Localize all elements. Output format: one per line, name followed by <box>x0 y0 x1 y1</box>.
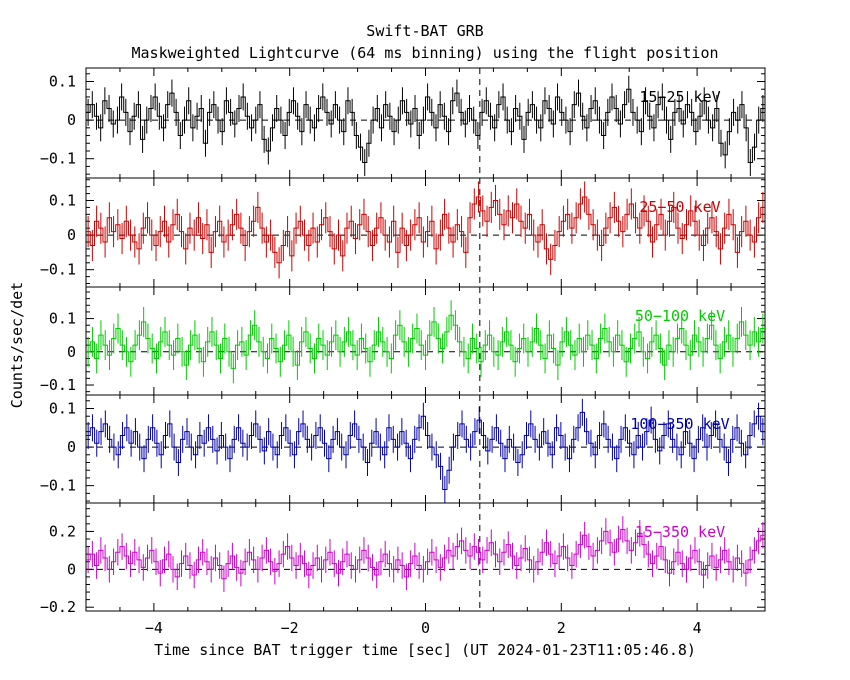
panel-0: −0.1 0 0.1 15−25 keV <box>40 67 766 179</box>
y-tick-label: −0.2 <box>40 598 76 616</box>
x-tick-label: 4 <box>693 619 702 637</box>
y-tick-label: 0 <box>67 226 76 244</box>
y-tick-label: 0 <box>67 343 76 361</box>
band-label: 100−350 keV <box>630 415 729 433</box>
chart-title: Swift-BAT GRB <box>366 22 484 40</box>
x-tick-label: 2 <box>557 619 566 637</box>
x-tick-label: −4 <box>145 619 163 637</box>
band-label: 50−100 keV <box>635 307 725 325</box>
y-axis-label: Counts/sec/det <box>8 282 26 408</box>
panel-frame <box>85 394 766 504</box>
y-tick-label: −0.1 <box>40 150 76 168</box>
y-tick-label: 0.2 <box>49 522 76 540</box>
y-tick-label: 0.1 <box>49 191 76 209</box>
band-label: 25−50 keV <box>639 198 720 216</box>
series-step-line <box>86 88 765 164</box>
y-tick-label: −0.1 <box>40 477 76 495</box>
x-tick-label: 0 <box>421 619 430 637</box>
band-label: 15−350 keV <box>635 523 725 541</box>
y-tick-label: 0 <box>67 111 76 129</box>
y-tick-label: 0.1 <box>49 73 76 91</box>
y-tick-label: 0 <box>67 560 76 578</box>
series-4 <box>86 516 765 593</box>
x-tick-label: −2 <box>281 619 299 637</box>
series-2 <box>86 300 765 384</box>
x-axis-label: Time since BAT trigger time [sec] (UT 20… <box>154 641 696 659</box>
chart-subtitle: Maskweighted Lightcurve (64 ms binning) … <box>131 44 719 62</box>
y-tick-label: 0 <box>67 438 76 456</box>
y-tick-label: −0.1 <box>40 376 76 394</box>
panel-2: −0.1 0 0.1 50−100 keV <box>40 286 766 396</box>
series-0 <box>86 75 765 177</box>
y-tick-label: 0.1 <box>49 310 76 328</box>
y-tick-label: 0.1 <box>49 400 76 418</box>
series-step-line <box>86 196 765 264</box>
y-tick-label: −0.1 <box>40 261 76 279</box>
panel-3: −0.1 0 0.1 100−350 keV <box>40 394 766 504</box>
panel-4: −0.2 0 0.2 15−350 keV <box>40 502 766 616</box>
panel-frame <box>85 67 766 179</box>
series-3 <box>86 398 765 503</box>
series-step-line <box>86 529 765 580</box>
panels-group: −0.1 0 0.1 15−25 keV −0.1 0 0.1 25−50 keV −0.1 0 0… <box>40 67 766 637</box>
series-1 <box>86 181 765 279</box>
band-label: 15−25 keV <box>639 88 720 106</box>
panel-1: −0.1 0 0.1 25−50 keV <box>40 177 766 288</box>
